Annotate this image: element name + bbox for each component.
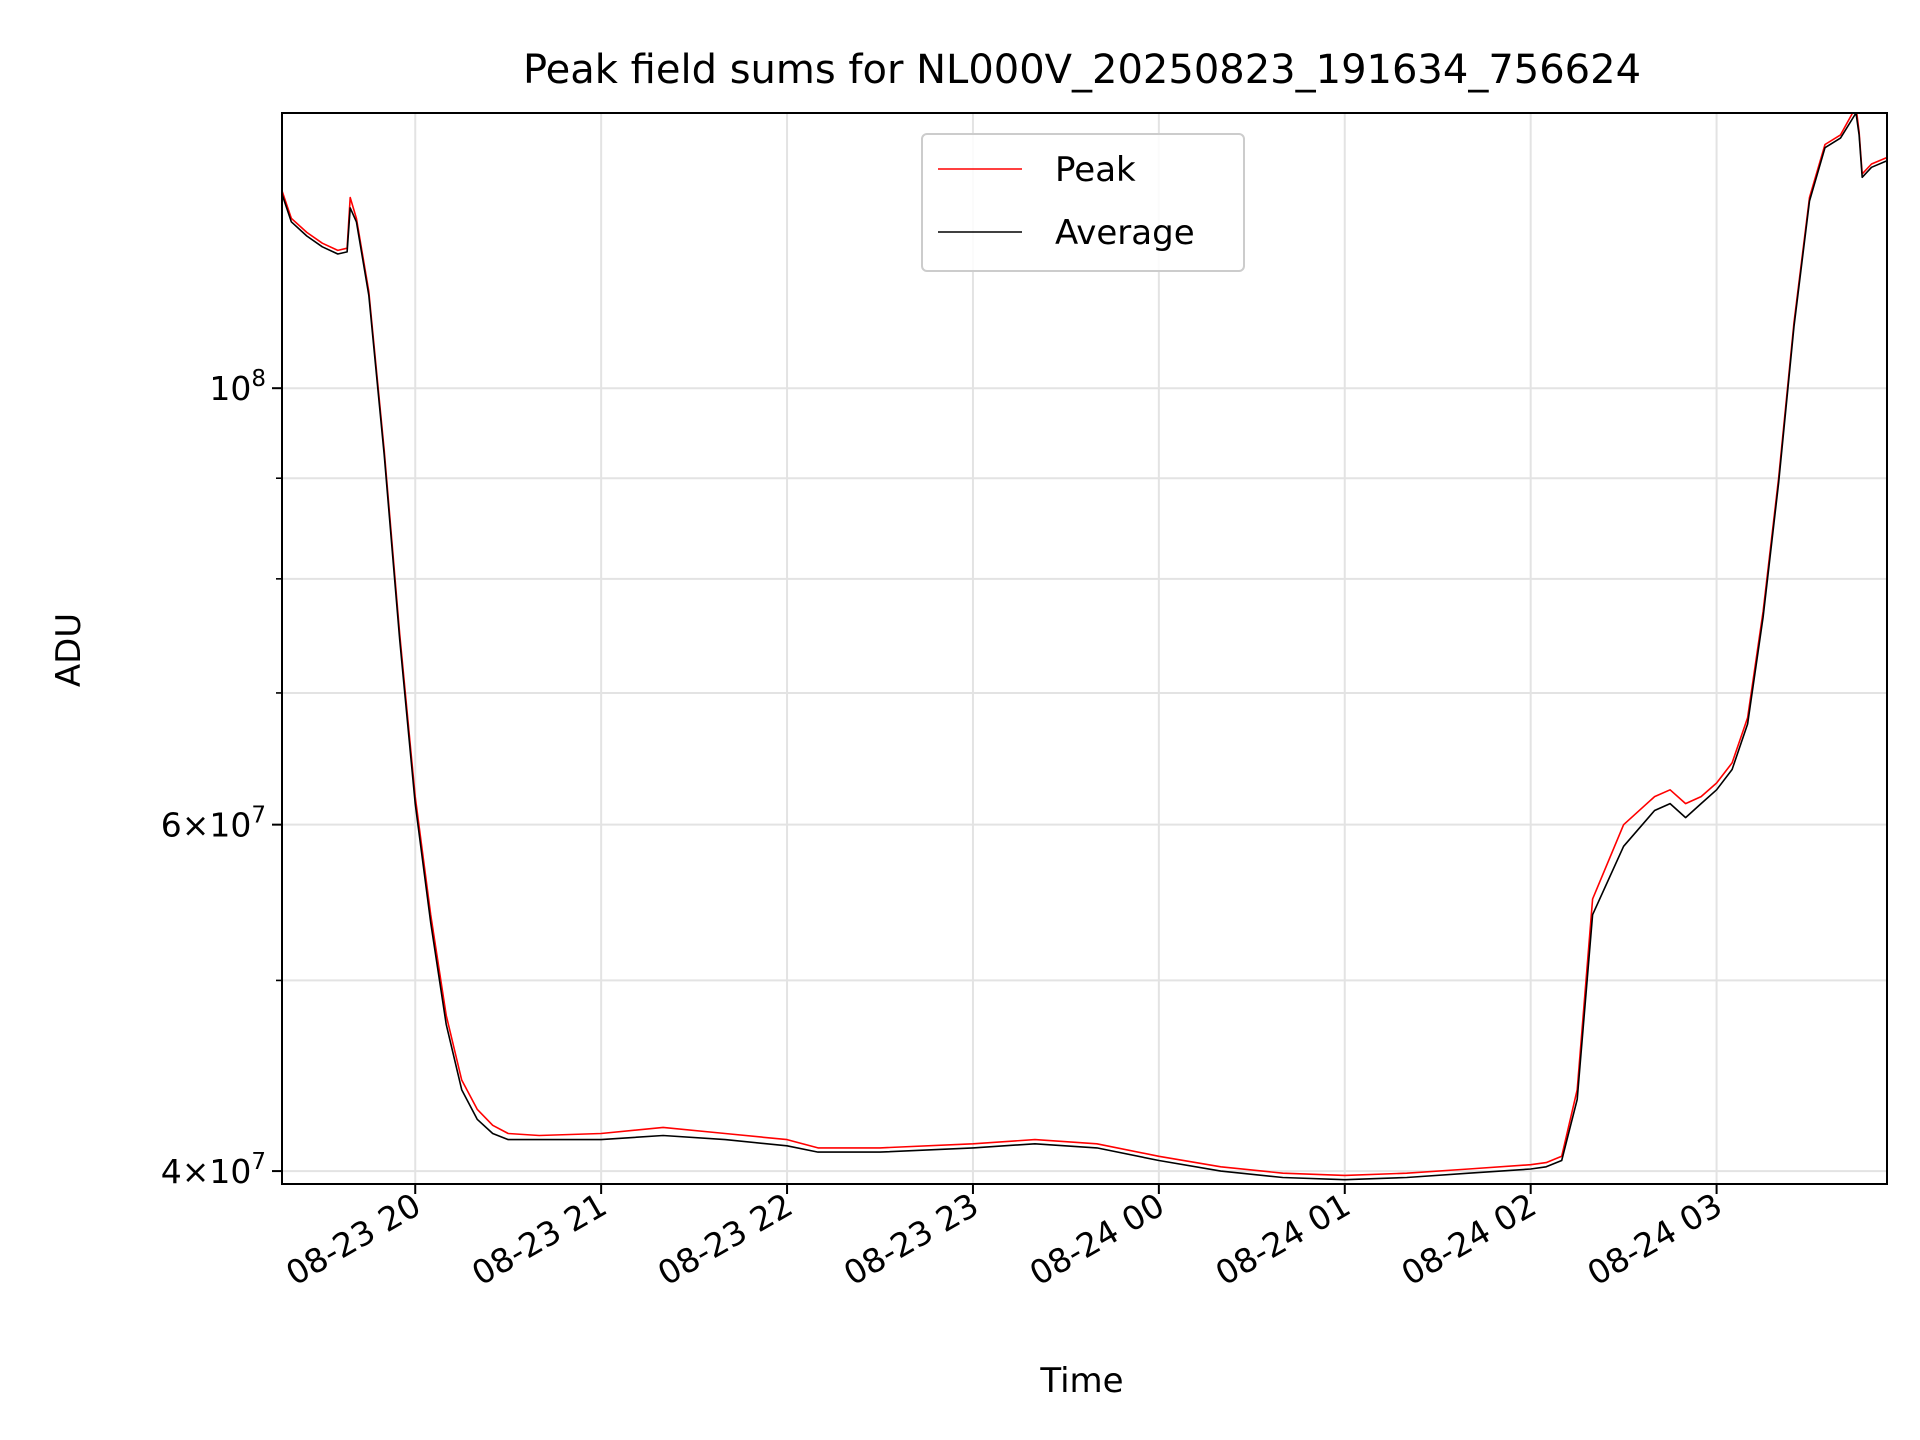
chart-title: Peak field sums for NL000V_20250823_1916… [523, 47, 1641, 93]
y-tick-label: 6×107 [161, 803, 266, 845]
series-line-average [282, 113, 1887, 1181]
y-tick-label: 108 [209, 366, 266, 408]
grid [282, 113, 1887, 1184]
y-tick-label: 4×107 [161, 1149, 266, 1191]
legend-average-label: Average [1055, 213, 1195, 253]
x-axis-label: Time [1039, 1361, 1123, 1401]
series-layer [282, 113, 1887, 1181]
legend-peak-label: Peak [1055, 150, 1136, 190]
plot-frame [281, 112, 1888, 1185]
y-axis-label: ADU [49, 613, 89, 687]
legend: Peak Average [921, 133, 1245, 272]
